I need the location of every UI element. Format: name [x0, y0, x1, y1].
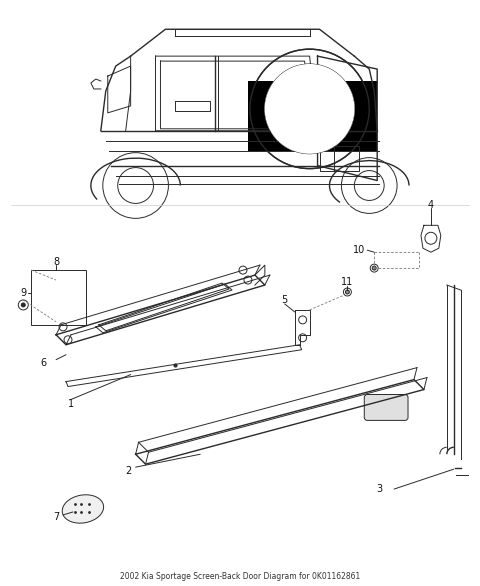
- Circle shape: [372, 266, 376, 270]
- Text: 2002 Kia Sportage Screen-Back Door Diagram for 0K01162861: 2002 Kia Sportage Screen-Back Door Diagr…: [120, 572, 360, 581]
- Text: 5: 5: [282, 295, 288, 305]
- Text: 2: 2: [126, 466, 132, 476]
- Text: 6: 6: [40, 357, 46, 367]
- Bar: [248, 81, 377, 151]
- Text: 3: 3: [376, 484, 382, 494]
- Text: 11: 11: [341, 277, 353, 287]
- Text: 10: 10: [353, 245, 365, 255]
- Circle shape: [346, 290, 349, 294]
- Text: 1: 1: [68, 400, 74, 410]
- Text: 7: 7: [53, 512, 59, 522]
- Text: 4: 4: [428, 200, 434, 210]
- Text: 8: 8: [53, 257, 59, 267]
- Circle shape: [265, 64, 354, 153]
- FancyBboxPatch shape: [364, 394, 408, 420]
- Circle shape: [21, 303, 25, 307]
- Ellipse shape: [62, 495, 104, 523]
- Text: 9: 9: [20, 288, 26, 298]
- Bar: [31, 270, 86, 325]
